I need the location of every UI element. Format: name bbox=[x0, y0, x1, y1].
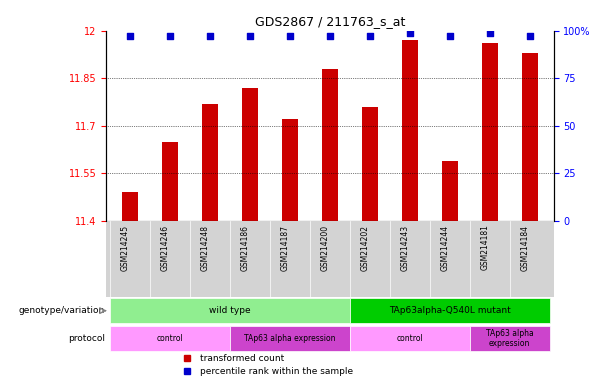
Point bbox=[405, 30, 415, 36]
Bar bbox=[122, 192, 138, 221]
Text: GSM214243: GSM214243 bbox=[401, 225, 410, 271]
Text: GSM214181: GSM214181 bbox=[481, 225, 489, 270]
Point bbox=[166, 33, 175, 40]
Point bbox=[205, 33, 214, 40]
Text: GSM214187: GSM214187 bbox=[281, 225, 290, 271]
Bar bbox=[350, 298, 550, 323]
Text: control: control bbox=[396, 334, 423, 343]
Text: wild type: wild type bbox=[209, 306, 251, 315]
Bar bbox=[110, 298, 350, 323]
Text: GSM214246: GSM214246 bbox=[161, 225, 170, 271]
Text: GSM214184: GSM214184 bbox=[521, 225, 530, 271]
Bar bbox=[350, 326, 469, 351]
Bar bbox=[402, 40, 418, 221]
Bar bbox=[230, 326, 350, 351]
Bar bbox=[362, 107, 378, 221]
Bar bbox=[202, 104, 218, 221]
Text: GSM214244: GSM214244 bbox=[441, 225, 450, 271]
Text: GSM214202: GSM214202 bbox=[361, 225, 370, 271]
Point bbox=[285, 33, 294, 40]
Bar bbox=[482, 43, 498, 221]
Text: TAp63 alpha expression: TAp63 alpha expression bbox=[244, 334, 336, 343]
Text: GSM214200: GSM214200 bbox=[321, 225, 330, 271]
Text: control: control bbox=[157, 334, 183, 343]
Bar bbox=[242, 88, 258, 221]
Text: genotype/variation: genotype/variation bbox=[19, 306, 105, 315]
Bar bbox=[522, 53, 538, 221]
Bar bbox=[282, 119, 298, 221]
Point bbox=[365, 33, 375, 40]
Bar bbox=[110, 326, 230, 351]
Text: TAp63alpha-Q540L mutant: TAp63alpha-Q540L mutant bbox=[389, 306, 511, 315]
Point bbox=[525, 33, 534, 40]
Text: transformed count: transformed count bbox=[200, 354, 284, 362]
Text: GSM214248: GSM214248 bbox=[201, 225, 210, 271]
Title: GDS2867 / 211763_s_at: GDS2867 / 211763_s_at bbox=[254, 15, 405, 28]
Text: GSM214245: GSM214245 bbox=[121, 225, 130, 271]
Bar bbox=[322, 69, 338, 221]
Point bbox=[485, 30, 494, 36]
Text: protocol: protocol bbox=[68, 334, 105, 343]
Bar bbox=[442, 161, 458, 221]
Bar bbox=[162, 142, 178, 221]
Point bbox=[445, 33, 455, 40]
Bar bbox=[469, 326, 550, 351]
Text: GSM214186: GSM214186 bbox=[241, 225, 250, 271]
Point bbox=[325, 33, 335, 40]
Point bbox=[245, 33, 254, 40]
Text: TAp63 alpha
expression: TAp63 alpha expression bbox=[486, 329, 534, 348]
Text: percentile rank within the sample: percentile rank within the sample bbox=[200, 367, 353, 376]
Point bbox=[125, 33, 135, 40]
